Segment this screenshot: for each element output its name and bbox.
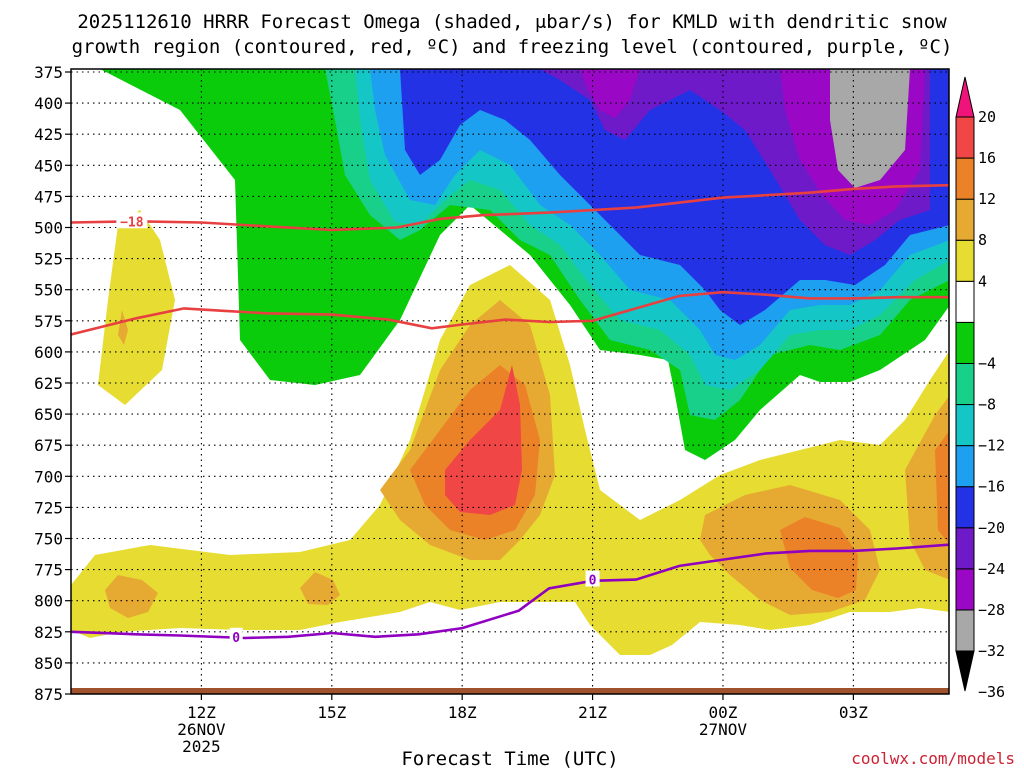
x-axis-title: Forecast Time (UTC) [401, 748, 618, 768]
x-tick-label: 2025 [182, 737, 221, 756]
omega-fill-plus-12 [410, 365, 949, 598]
colorbar-label: −4 [978, 354, 996, 372]
y-tick-label: 725 [34, 498, 63, 517]
y-tick-label: 700 [34, 467, 63, 486]
contour-layer: −18 0 0 [71, 183, 949, 646]
credit-text: coolwx.com/models [851, 749, 1015, 768]
colorbar-swatch [955, 116, 975, 159]
x-tick-label: 15Z [317, 703, 346, 722]
colorbar-swatch [955, 198, 975, 241]
y-tick-label: 750 [34, 530, 63, 549]
colorbar-label: −24 [978, 560, 1005, 578]
y-tick-label: 875 [34, 685, 63, 704]
colorbar-end-high [955, 76, 975, 118]
colorbar-swatch [955, 362, 975, 406]
colorbar-label: −32 [978, 642, 1005, 660]
colorbar-label: −20 [978, 519, 1005, 537]
y-tick-label: 650 [34, 405, 63, 424]
plot-frame [70, 68, 950, 695]
y-tick-label: 575 [34, 312, 63, 331]
colorbar-label: −12 [978, 437, 1005, 455]
colorbar-swatch [955, 239, 975, 282]
y-tick-label: 800 [34, 592, 63, 611]
contour-label-bg [229, 627, 243, 644]
x-tick-label: 18Z [448, 703, 477, 722]
colorbar: 20 16 12 8 4 −4 −8 −12 −16 −20 −24 −28 −32 −36 [955, 76, 1005, 701]
colorbar-label: −16 [978, 478, 1005, 496]
colorbar-label: 16 [978, 149, 996, 167]
colorbar-label: 20 [978, 108, 996, 126]
x-tick-label: 27NOV [699, 720, 748, 739]
chart-title-line-1: 2025112610 HRRR Forecast Omega (shaded, … [77, 11, 947, 33]
colorbar-label: 8 [978, 231, 987, 249]
colorbar-swatch [955, 568, 975, 611]
y-tick-label: 500 [34, 219, 63, 238]
y-tick-label: 400 [34, 94, 63, 113]
omega-fill-plus-4-upper [98, 210, 175, 405]
colorbar-label: −28 [978, 601, 1005, 619]
contour-label-bg [585, 570, 600, 587]
colorbar-swatch [955, 445, 975, 488]
ground-strip [71, 688, 949, 694]
y-tick-label: 425 [34, 125, 63, 144]
contour-label-bg [116, 212, 148, 229]
colorbar-label: 12 [978, 190, 996, 208]
contour-dendritic-lower [71, 290, 949, 336]
x-tick-label: 26NOV [177, 720, 226, 739]
colorbar-swatch [955, 527, 975, 570]
x-tick-label: 12Z [187, 703, 216, 722]
colorbar-swatch [955, 404, 975, 447]
contour-label: 0 [232, 631, 240, 646]
y-tick-label: 775 [34, 561, 63, 580]
omega-fill-plus-16 [445, 365, 522, 515]
omega-fill-minus-36 [830, 69, 910, 188]
colorbar-swatch [955, 486, 975, 529]
colorbar-label: −8 [978, 396, 996, 414]
colorbar-end-low [955, 650, 975, 692]
y-tick-label: 675 [34, 436, 63, 455]
chart-gridlines [71, 69, 949, 694]
y-tick-label: 850 [34, 654, 63, 673]
y-axis: 375 400 425 450 475 500 525 550 575 600 625 650 675 7… [34, 63, 71, 704]
chart-title-line-2: growth region (contoured, red, ºC) and f… [72, 36, 953, 58]
contour-freezing-level [71, 543, 949, 640]
contour-label: 0 [589, 574, 597, 589]
y-tick-label: 600 [34, 343, 63, 362]
colorbar-label: −36 [978, 683, 1005, 701]
y-tick-label: 375 [34, 63, 63, 82]
colorbar-swatch [955, 157, 975, 200]
y-tick-label: 475 [34, 187, 63, 206]
contour-label: −18 [120, 215, 144, 230]
y-tick-label: 825 [34, 623, 63, 642]
y-tick-label: 550 [34, 281, 63, 300]
colorbar-label: 4 [978, 272, 987, 290]
x-tick-label: 21Z [578, 703, 607, 722]
y-tick-label: 450 [34, 156, 63, 175]
y-tick-label: 625 [34, 374, 63, 393]
contour-dendritic-upper [71, 183, 949, 232]
x-tick-label: 00Z [709, 703, 738, 722]
colorbar-swatch [955, 280, 975, 323]
y-tick-label: 525 [34, 250, 63, 269]
colorbar-swatch [955, 609, 975, 652]
x-tick-label: 03Z [839, 703, 868, 722]
colorbar-swatch [955, 321, 975, 364]
